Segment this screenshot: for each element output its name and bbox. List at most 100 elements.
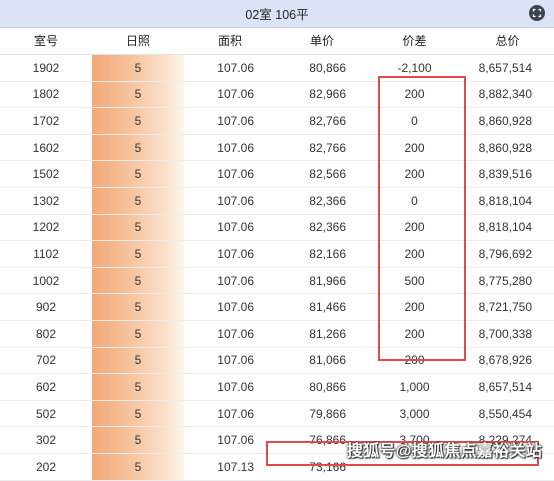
cell-price-diff: 200 [368,214,461,242]
cell-sun: 5 [92,400,184,428]
cell-unit-price: 82,766 [276,107,368,135]
cell-room: 1702 [0,107,92,135]
cell-price-diff: 200 [368,160,461,188]
cell-room: 1502 [0,160,92,188]
watermark: 搜狐号@搜狐焦点嘉裕关站 [346,443,542,460]
cell-total-price: 8,721,750 [461,293,554,321]
table-row: 802 5 107.06 81,266 200 8,700,338 [0,320,554,348]
cell-room: 802 [0,320,92,348]
table-row: 1802 5 107.06 82,966 200 8,882,340 [0,81,554,109]
cell-sun: 5 [92,267,184,295]
diff-highlight-box [378,76,466,361]
table-row: 1502 5 107.06 82,566 200 8,839,516 [0,160,554,188]
cell-sun: 5 [92,320,184,348]
bottom-highlight-box [266,441,539,466]
cell-total-price: 8,775,280 [461,267,554,295]
cell-unit-price: 79,866 [276,400,368,428]
cell-unit-price: 82,366 [276,187,368,215]
cell-area: 107.06 [184,426,276,454]
cell-room: 1202 [0,214,92,242]
cell-price-diff: 0 [368,187,461,215]
cell-area: 107.06 [184,400,276,428]
header-area: 面积 [184,27,276,55]
cell-total-price: 8,229,274 [461,426,554,454]
cell-total-price: 8,678,926 [461,347,554,375]
cell-total-price: 8,860,928 [461,134,554,162]
table-row: 1902 5 107.06 80,866 -2,100 8,657,514 [0,54,554,82]
cell-room: 702 [0,347,92,375]
cell-sun: 5 [92,160,184,188]
cell-unit-price: 81,066 [276,347,368,375]
header-row: 室号 日照 面积 单价 价差 总价 [0,27,554,55]
cell-price-diff: 0 [368,107,461,135]
cell-total-price: 8,839,516 [461,160,554,188]
cell-total-price: 8,818,104 [461,214,554,242]
cell-area: 107.06 [184,107,276,135]
cell-area: 107.06 [184,267,276,295]
cell-room: 1002 [0,267,92,295]
cell-area: 107.06 [184,81,276,109]
cell-room: 202 [0,453,92,481]
title-bar: 02室 106平 [0,0,554,28]
cell-price-diff: 1,000 [368,373,461,401]
cell-sun: 5 [92,373,184,401]
cell-unit-price: 82,166 [276,240,368,268]
cell-total-price: 8,657,514 [461,373,554,401]
expand-icon[interactable] [528,4,546,22]
table-row: 1202 5 107.06 82,366 200 8,818,104 [0,214,554,242]
cell-area: 107.06 [184,240,276,268]
cell-unit-price: 80,866 [276,373,368,401]
cell-area: 107.06 [184,347,276,375]
cell-price-diff: 200 [368,81,461,109]
cell-sun: 5 [92,54,184,82]
cell-sun: 5 [92,293,184,321]
price-table: 室号 日照 面积 单价 价差 总价 1902 5 107.06 80,866 -2,10… [0,27,554,481]
cell-unit-price: 80,866 [276,54,368,82]
cell-sun: 5 [92,134,184,162]
cell-total-price: 8,882,340 [461,81,554,109]
cell-total-price: 8,860,928 [461,107,554,135]
table-row: 1702 5 107.06 82,766 0 8,860,928 [0,107,554,135]
table-row: 1102 5 107.06 82,166 200 8,796,692 [0,240,554,268]
cell-sun: 5 [92,187,184,215]
cell-room: 1802 [0,81,92,109]
cell-room: 1302 [0,187,92,215]
cell-total-price: 8,818,104 [461,187,554,215]
cell-sun: 5 [92,214,184,242]
table-title: 02室 106平 [245,8,309,22]
cell-area: 107.06 [184,187,276,215]
cell-price-diff: 200 [368,240,461,268]
cell-unit-price: 82,966 [276,81,368,109]
header-total-price: 总价 [461,27,554,55]
table-row: 1602 5 107.06 82,766 200 8,860,928 [0,134,554,162]
cell-total-price: 8,657,514 [461,54,554,82]
cell-price-diff: 500 [368,267,461,295]
header-unit-price: 单价 [276,27,368,55]
cell-price-diff: 200 [368,293,461,321]
cell-area: 107.06 [184,160,276,188]
header-price-diff: 价差 [368,27,461,55]
cell-unit-price: 76,866 [276,426,368,454]
cell-area: 107.06 [184,54,276,82]
cell-room: 902 [0,293,92,321]
cell-room: 602 [0,373,92,401]
cell-sun: 5 [92,81,184,109]
cell-unit-price: 81,966 [276,267,368,295]
table-row: 502 5 107.06 79,866 3,000 8,550,454 [0,400,554,428]
header-sun: 日照 [92,27,184,55]
cell-area: 107.06 [184,214,276,242]
cell-unit-price: 81,266 [276,320,368,348]
table-row: 1002 5 107.06 81,966 500 8,775,280 [0,267,554,295]
cell-area: 107.06 [184,293,276,321]
cell-room: 1902 [0,54,92,82]
cell-unit-price: 81,466 [276,293,368,321]
cell-price-diff: 200 [368,134,461,162]
cell-area: 107.06 [184,134,276,162]
cell-room: 502 [0,400,92,428]
cell-unit-price: 82,566 [276,160,368,188]
cell-area: 107.13 [184,453,276,481]
cell-total-price: 8,700,338 [461,320,554,348]
cell-price-diff: 3,000 [368,400,461,428]
table-row: 902 5 107.06 81,466 200 8,721,750 [0,293,554,321]
cell-sun: 5 [92,107,184,135]
